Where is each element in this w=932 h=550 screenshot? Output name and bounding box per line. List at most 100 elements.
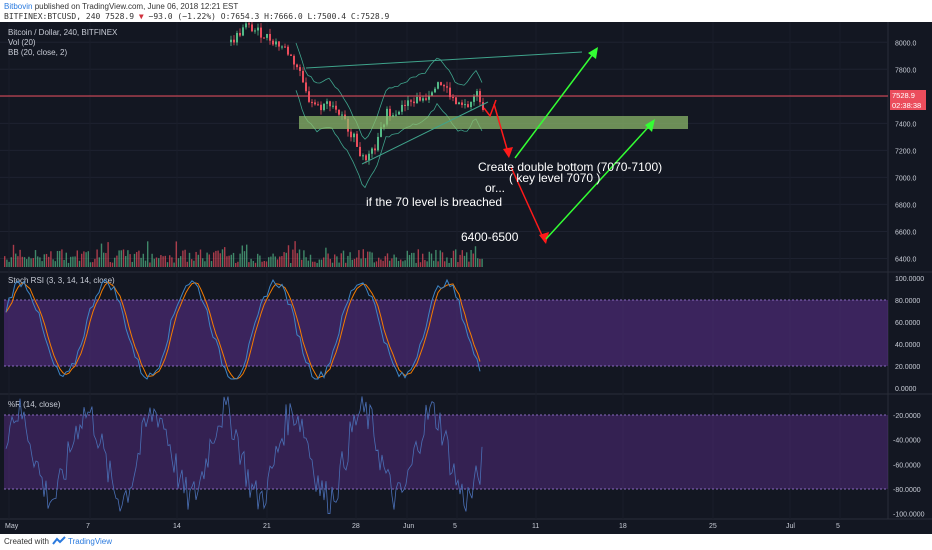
candle-body bbox=[341, 114, 343, 116]
candle-body bbox=[275, 41, 277, 45]
volume-bar bbox=[30, 258, 32, 267]
volume-bar bbox=[323, 257, 325, 267]
volume-bar bbox=[309, 254, 312, 267]
red-arrows[interactable] bbox=[483, 99, 549, 244]
candle-body bbox=[317, 104, 319, 106]
volume-bar bbox=[125, 256, 127, 267]
volume-bar bbox=[96, 249, 98, 267]
volume-bar bbox=[446, 257, 448, 267]
volume-bar bbox=[107, 242, 109, 267]
support-zone[interactable] bbox=[299, 116, 688, 129]
legend-bb: BB (20, close, 2) bbox=[8, 48, 67, 57]
volume-bar bbox=[239, 253, 241, 267]
candle-body bbox=[410, 100, 412, 102]
price-tick-label: 6400.0 bbox=[895, 256, 917, 263]
green-arrow-up-to-high[interactable] bbox=[514, 49, 597, 159]
volume-bar bbox=[285, 252, 287, 267]
candle-body bbox=[242, 27, 244, 36]
wr-tick-label: -40.0000 bbox=[893, 438, 921, 445]
volume-bar bbox=[360, 258, 362, 267]
candle-body bbox=[452, 97, 454, 99]
volume-bar bbox=[193, 260, 195, 267]
volume-bar bbox=[89, 262, 92, 267]
candle-body bbox=[458, 102, 460, 105]
candle-body bbox=[350, 131, 352, 138]
volume-bar bbox=[437, 261, 439, 267]
volume-bar bbox=[34, 250, 37, 267]
volume-bar bbox=[81, 253, 83, 267]
candle-body bbox=[416, 96, 418, 104]
volume-bar bbox=[59, 250, 61, 267]
volume-bar bbox=[74, 256, 76, 267]
volume-bar bbox=[28, 256, 30, 267]
volume-bar bbox=[162, 256, 164, 267]
channel-bottom-line[interactable] bbox=[361, 101, 489, 165]
volume-bar bbox=[257, 253, 259, 267]
volume-bar bbox=[26, 259, 28, 267]
volume-bar bbox=[243, 251, 246, 267]
volume-bar bbox=[415, 262, 417, 267]
red-arrow-down-to-double-bottom[interactable] bbox=[493, 103, 510, 157]
candle-body bbox=[356, 133, 358, 147]
legend-wr: %R (14, close) bbox=[8, 400, 61, 409]
volume-bar bbox=[413, 252, 415, 267]
volume-bar bbox=[272, 253, 274, 267]
volume-bar bbox=[56, 250, 59, 267]
price-tick-label: 7200.0 bbox=[895, 148, 917, 155]
author-link[interactable]: Bitbovin bbox=[4, 2, 33, 11]
time-axis[interactable]: May 7 14 21 28 Jun 5 11 18 25 Jul 5 bbox=[5, 523, 840, 530]
red-arrow-down-to-target[interactable] bbox=[510, 166, 546, 243]
candle-body bbox=[296, 64, 298, 68]
volume-bar bbox=[380, 259, 382, 267]
stoch-axis[interactable]: 100.0000 80.0000 60.0000 40.0000 20.0000 0.00… bbox=[895, 276, 924, 393]
volume-bar bbox=[307, 260, 309, 267]
green-arrow-up-to-zone[interactable] bbox=[545, 121, 654, 240]
volume-bar bbox=[419, 262, 422, 267]
volume-bar bbox=[129, 254, 131, 267]
bb-upper-line bbox=[295, 42, 483, 140]
volume-bar bbox=[468, 261, 470, 267]
volume-bar bbox=[21, 256, 23, 267]
volume-bar bbox=[246, 244, 248, 267]
volume-bar bbox=[340, 253, 342, 267]
footer-brand[interactable]: TradingView bbox=[68, 537, 113, 546]
volume-bar bbox=[219, 253, 221, 267]
volume-bar bbox=[369, 251, 371, 267]
annotation-double-bottom: Create double bottom (7070-7100) bbox=[478, 160, 662, 174]
red-arrow-small[interactable] bbox=[483, 99, 497, 118]
volume-bar bbox=[155, 257, 158, 267]
volume-bar bbox=[184, 249, 186, 267]
volume-bar bbox=[422, 253, 424, 267]
volume-bar bbox=[294, 241, 296, 267]
candle-body bbox=[269, 33, 271, 41]
chart-canvas[interactable]: Create double bottom (7070-7100) ( key l… bbox=[0, 22, 932, 534]
time-tick-label: 14 bbox=[173, 523, 181, 530]
wr-axis[interactable]: -20.0000 -40.0000 -60.0000 -80.0000 -100.000… bbox=[893, 413, 925, 519]
footer: Created with TradingView bbox=[0, 534, 932, 550]
candle-body bbox=[338, 109, 340, 115]
volume-bar bbox=[158, 258, 160, 267]
volume-bar bbox=[76, 250, 78, 267]
volume-bar bbox=[292, 249, 294, 267]
volume-bar bbox=[232, 252, 235, 267]
volume-bar bbox=[17, 256, 19, 267]
volume-bar bbox=[298, 249, 301, 267]
annotation-or: or... bbox=[485, 181, 505, 195]
volume-bar bbox=[8, 261, 10, 267]
candle-body bbox=[434, 88, 436, 93]
volume-bar bbox=[39, 257, 41, 267]
volume-bar bbox=[72, 256, 74, 267]
candle-body bbox=[392, 115, 394, 117]
time-tick-label: 5 bbox=[453, 523, 457, 530]
channel-top-line[interactable] bbox=[305, 51, 583, 69]
volume-bar bbox=[382, 260, 384, 267]
arrowhead bbox=[645, 119, 655, 132]
price-axis[interactable]: 8000.07800.07600.07400.07200.07000.06800… bbox=[895, 40, 917, 263]
green-arrows[interactable] bbox=[514, 47, 655, 240]
countdown-badge bbox=[890, 100, 926, 110]
stoch-tick-label: 20.0000 bbox=[895, 364, 920, 371]
volume-bar bbox=[347, 255, 349, 267]
candle-body bbox=[239, 32, 241, 36]
down-arrow-icon: ▼ bbox=[138, 12, 144, 21]
volume-bar bbox=[472, 253, 474, 267]
